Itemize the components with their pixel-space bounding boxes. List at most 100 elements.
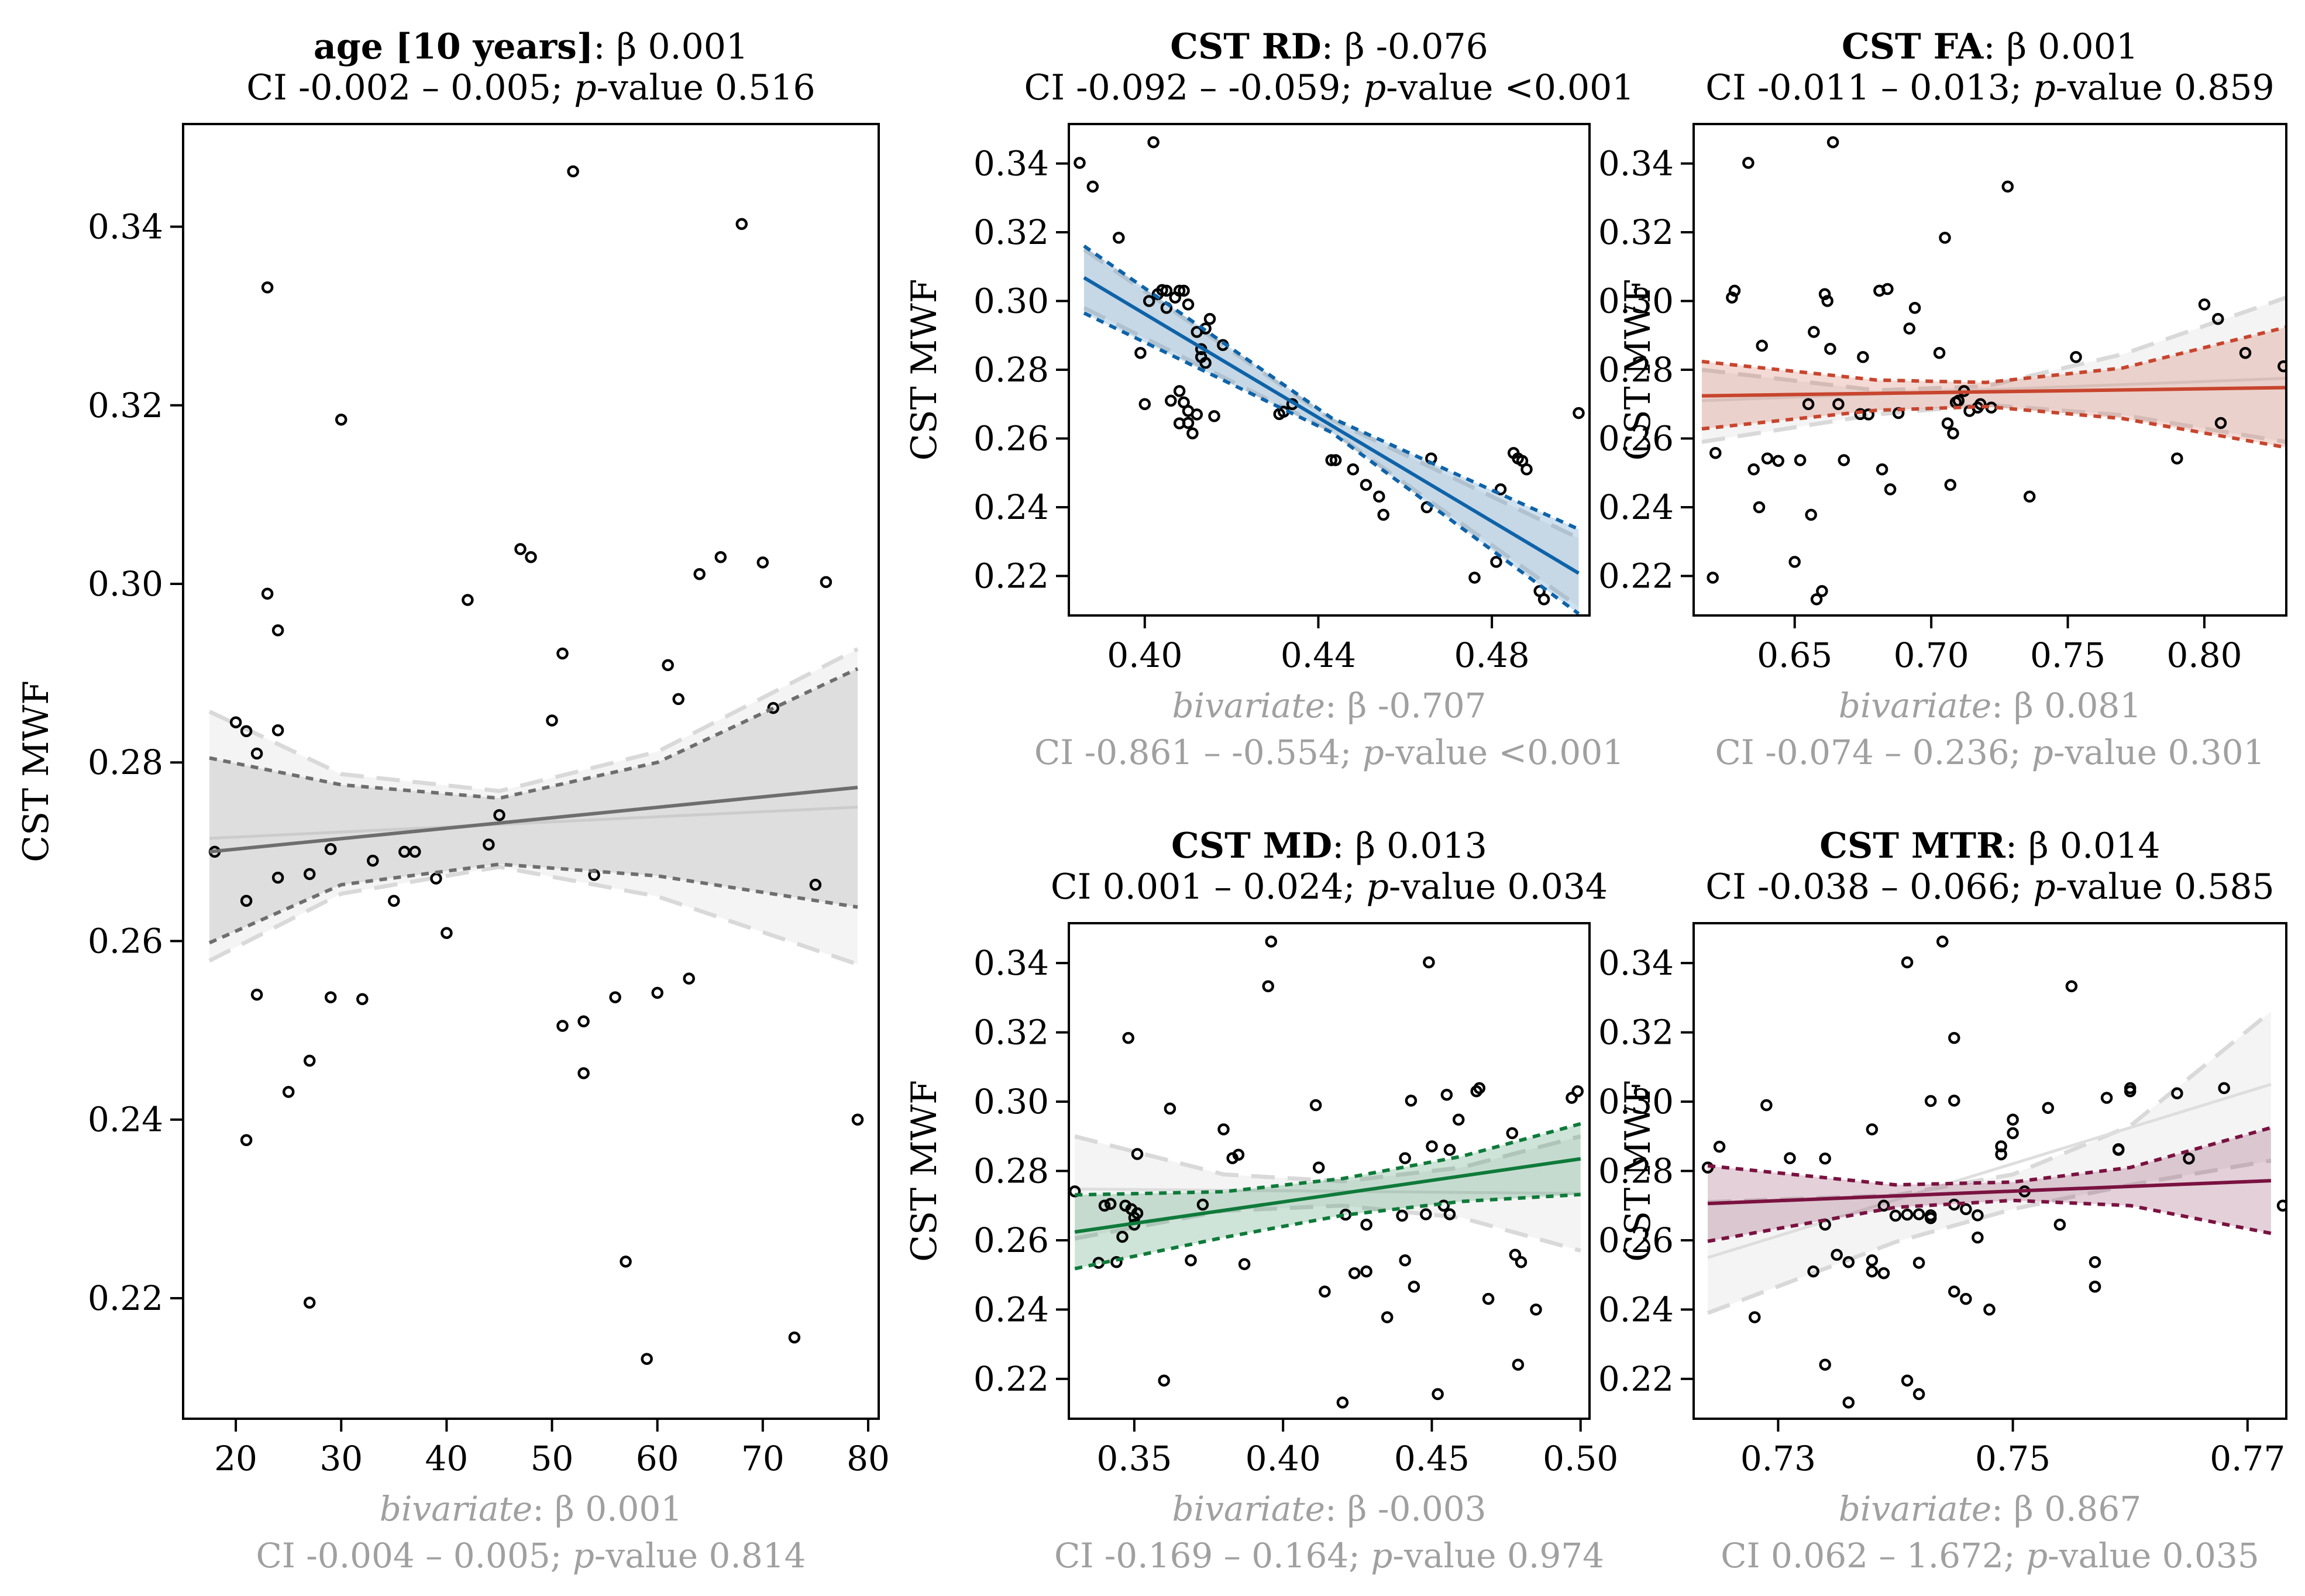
x-tick-label: 0.77 [2210,1439,2285,1478]
bivariate-ci-label: CI 0.062 – 1.672; p-value 0.035 [1721,1536,2259,1576]
y-tick-label: 0.22 [973,556,1049,596]
data-point [577,1015,590,1028]
bivariate-p: p [2026,1536,2048,1576]
x-tick-label: 40 [425,1439,468,1478]
bivariate-ci-label: CI -0.074 – 0.236; p-value 0.301 [1715,732,2265,772]
data-point [1482,1292,1495,1305]
bivariate-beta-label: bivariate: β -0.003 [1172,1489,1486,1529]
chart-subtitle-p: p [2033,67,2055,108]
data-point [1808,326,1820,338]
bivariate-ci-value: CI -0.169 – 0.164; [1054,1536,1371,1576]
data-point [2089,1256,2101,1268]
y-tick-label: 0.24 [1598,1289,1674,1329]
y-tick-label: 0.34 [1598,943,1674,983]
data-point [1972,1209,1984,1222]
data-point [2239,346,2252,359]
bivariate-p: p [2032,732,2053,772]
data-point [1960,1203,1972,1215]
data-point [2112,1144,2125,1156]
chart-title: CST MD: β 0.013 [1171,825,1487,866]
data-point [462,594,474,606]
data-point [2007,1127,2019,1140]
data-point [1908,302,1921,314]
data-point [1802,398,1815,410]
data-point [335,413,348,426]
data-point [1742,157,1754,169]
model-ci-lower-line [1701,404,2286,449]
data-point [609,991,621,1003]
x-tick-label: 0.75 [1975,1439,2051,1478]
data-point [1877,1267,1890,1279]
chart-subtitle-p: p [2033,866,2055,907]
bivariate-fit-line [209,806,858,840]
data-point [1138,398,1151,410]
data-point [1110,1256,1123,1268]
data-point [1713,1140,1726,1153]
panel-fa: 0.22 0.24 0.26 0.28 0.30 0.32 0.34 0.65 0.70 0.75… [1598,26,2287,772]
data-point [1889,1209,1902,1222]
data-point [1191,408,1203,421]
panel-md: 0.22 0.24 0.26 0.28 0.30 0.32 0.34 0.35 0.40 0.45… [904,825,1618,1576]
bivariate-pvalue: -value 0.301 [2053,732,2265,772]
y-tick-label: 0.34 [88,207,163,247]
data-point [261,281,274,294]
y-tick-label: 0.30 [973,1082,1049,1122]
bivariate-p: p [1371,1536,1392,1576]
data-point [1537,593,1550,606]
data-point [1866,1123,1879,1136]
chart-subtitle-pvalue: -value 0.859 [2056,67,2275,108]
chart-subtitle-ci: CI 0.001 – 0.024; [1051,866,1367,907]
model-ci-lower-line [1083,311,1580,615]
bivariate-pvalue: -value 0.974 [1392,1536,1604,1576]
data-point [2171,1087,2183,1100]
data-point [493,809,505,821]
data-point [1824,342,1836,355]
data-point [1360,1265,1372,1278]
chart-subtitle: CI -0.011 – 0.013; p-value 0.859 [1705,67,2274,108]
data-point [367,854,379,867]
model-fit-line [209,785,858,854]
plot-layer [1074,136,1585,615]
data-point [1309,1099,1322,1112]
data-point [1912,1208,1925,1220]
data-point [1098,1199,1111,1212]
data-point [672,693,684,706]
y-tick-label: 0.32 [1598,1013,1674,1052]
data-point [250,988,263,1001]
data-point [1147,136,1160,149]
model-fit-line [1707,1179,2272,1206]
y-axis-title: CST MWF [904,1080,945,1262]
plot-area [1069,124,1590,615]
data-point [282,1086,295,1098]
data-point [1948,1285,1960,1298]
bivariate-pvalue: -value 0.814 [594,1536,806,1576]
bivariate-ci-upper-line [1074,1134,1581,1184]
bivariate-p: p [573,1536,594,1576]
chart-subtitle-p: p [1367,866,1389,907]
data-point [1709,446,1722,459]
data-point [546,714,558,727]
data-point [1903,322,1916,335]
bivariate-ci-band [1075,1136,1581,1251]
data-point [1933,346,1946,359]
data-point [1772,455,1784,467]
y-tick-label: 0.30 [1598,281,1674,321]
data-point [1373,490,1385,503]
data-point [2183,1152,2195,1165]
plot-area [183,124,879,1419]
data-point [2212,312,2224,325]
data-point [1164,1102,1176,1115]
data-point [1182,417,1195,429]
data-point [1948,1095,1960,1107]
data-point [1452,1113,1465,1126]
data-point [1944,479,1957,491]
y-tick-label: 0.32 [973,212,1049,252]
bivariate-beta-label: bivariate: β 0.001 [380,1489,683,1529]
bivariate-ci-band [1708,1012,2271,1313]
data-point [2214,417,2227,429]
x-tick-label: 0.40 [1107,635,1182,675]
data-point [1377,508,1389,521]
data-point [441,927,453,939]
data-point [1826,136,1839,149]
data-point [1761,452,1774,465]
